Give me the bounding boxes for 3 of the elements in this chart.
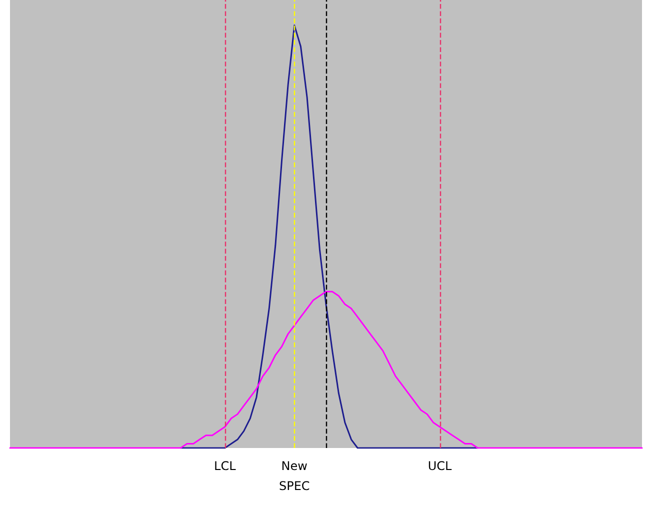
x-tick-label: UCL (428, 459, 452, 473)
x-tick-label: New SPEC (278, 459, 310, 493)
x-tick-label: LCL (214, 459, 236, 473)
